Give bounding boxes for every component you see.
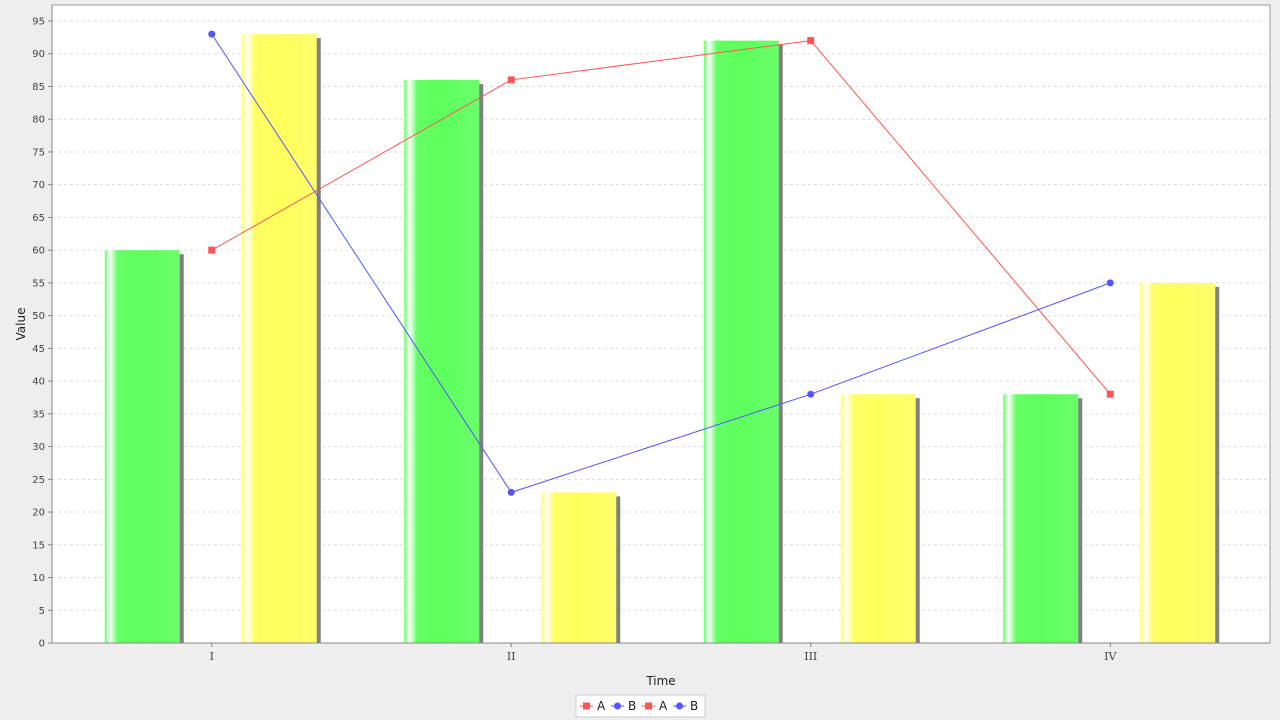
y-tick-label: 50	[32, 311, 45, 322]
x-tick-label: III	[804, 650, 817, 663]
bars	[104, 34, 1220, 644]
line-point	[1106, 390, 1114, 398]
plot-area	[51, 4, 1271, 644]
legend-marker	[645, 702, 652, 710]
y-tick-label: 80	[32, 115, 45, 126]
y-tick-label: 0	[39, 639, 45, 650]
bar	[541, 492, 617, 643]
y-tick-label: 85	[32, 82, 45, 93]
bar	[1003, 394, 1079, 643]
bar	[104, 250, 180, 643]
legend-label: A	[597, 699, 606, 713]
legend-label: A	[659, 699, 668, 713]
y-tick-label: 5	[39, 606, 45, 617]
bar	[1140, 282, 1216, 643]
legend-label: B	[628, 699, 636, 713]
y-tick-label: 40	[32, 377, 45, 388]
line-point	[807, 390, 815, 398]
series-line	[211, 40, 1111, 395]
lines	[208, 30, 1114, 496]
legend-marker	[583, 702, 590, 710]
x-tick-label: I	[210, 650, 214, 663]
line-point	[208, 30, 216, 38]
y-tick-label: 10	[32, 573, 45, 584]
line-point	[807, 37, 815, 45]
x-axis-ticks: I II III IV	[210, 643, 1117, 663]
bar	[404, 79, 480, 643]
bar	[840, 394, 916, 643]
y-axis-ticks: 0 5 10 15 20 25 30 35 40 45 50 55 60 65 70 75 80 85 90 95	[32, 17, 52, 650]
x-tick-label: II	[507, 650, 516, 663]
legend-box	[575, 694, 706, 718]
line-point	[507, 76, 515, 84]
line-point	[1106, 279, 1114, 287]
legend-marker	[676, 702, 683, 710]
y-tick-label: 65	[32, 213, 45, 224]
y-tick-label: 95	[32, 17, 45, 28]
y-tick-label: 90	[32, 49, 45, 60]
y-tick-label: 20	[32, 508, 45, 519]
bar	[241, 34, 317, 644]
line-point	[507, 488, 515, 496]
bar	[703, 40, 779, 644]
y-tick-label: 75	[32, 147, 45, 158]
y-tick-label: 70	[32, 180, 45, 191]
legend-marker	[614, 702, 621, 710]
legend-label: B	[690, 699, 698, 713]
y-axis-title: Value	[14, 308, 28, 341]
x-axis-title: Time	[645, 674, 675, 688]
y-tick-label: 60	[32, 246, 45, 257]
y-tick-label: 30	[32, 442, 45, 453]
series-line	[211, 33, 1111, 494]
y-tick-label: 15	[32, 540, 45, 551]
y-tick-label: 45	[32, 344, 45, 355]
line-point	[208, 246, 216, 254]
y-tick-label: 35	[32, 409, 45, 420]
x-tick-label: IV	[1104, 650, 1117, 663]
y-tick-label: 55	[32, 278, 45, 289]
y-tick-label: 25	[32, 475, 45, 486]
